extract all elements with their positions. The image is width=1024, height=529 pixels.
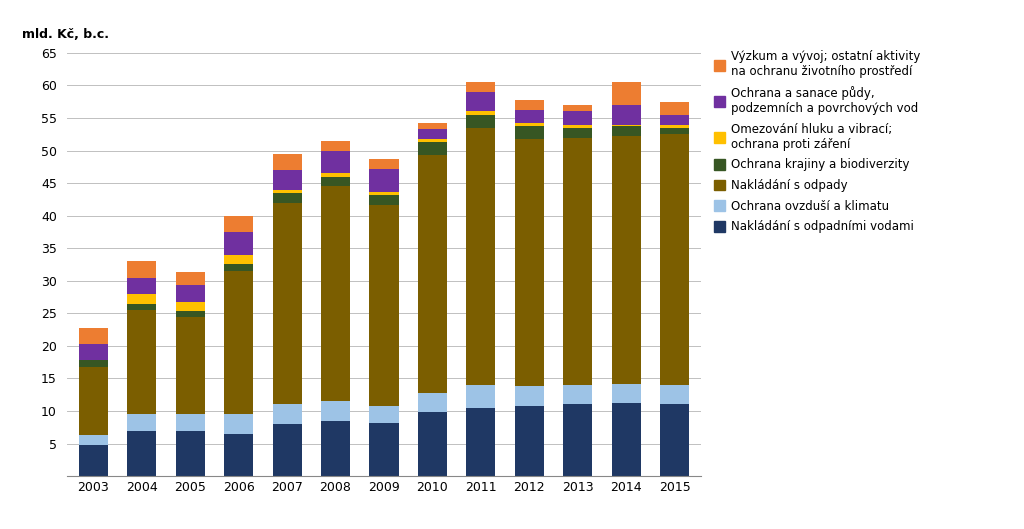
Bar — [175, 312, 205, 316]
Bar — [321, 151, 350, 174]
Bar — [175, 285, 205, 302]
Bar — [515, 110, 544, 123]
Bar — [224, 232, 253, 255]
Bar — [224, 434, 253, 476]
Bar — [127, 431, 157, 476]
Bar — [611, 105, 641, 124]
Bar — [660, 134, 689, 385]
Bar — [370, 191, 398, 195]
Bar — [127, 310, 157, 414]
Bar — [466, 385, 496, 408]
Bar — [224, 255, 253, 264]
Bar — [370, 159, 398, 169]
Bar — [224, 216, 253, 232]
Bar — [466, 128, 496, 385]
Bar — [175, 414, 205, 431]
Bar — [321, 401, 350, 421]
Bar — [466, 92, 496, 112]
Bar — [272, 154, 302, 170]
Bar — [611, 126, 641, 136]
Bar — [611, 403, 641, 476]
Bar — [79, 435, 108, 445]
Bar — [321, 141, 350, 151]
Bar — [127, 294, 157, 304]
Bar — [466, 112, 496, 115]
Bar — [370, 205, 398, 406]
Bar — [224, 264, 253, 271]
Bar — [611, 136, 641, 384]
Bar — [272, 170, 302, 189]
Bar — [418, 129, 447, 139]
Bar — [660, 102, 689, 115]
Bar — [660, 128, 689, 134]
Bar — [660, 124, 689, 128]
Bar — [272, 203, 302, 405]
Bar — [515, 139, 544, 386]
Bar — [563, 405, 593, 476]
Bar — [175, 272, 205, 285]
Bar — [563, 128, 593, 138]
Bar — [321, 174, 350, 177]
Bar — [418, 142, 447, 155]
Bar — [515, 100, 544, 110]
Bar — [611, 82, 641, 105]
Text: mld. Kč, b.c.: mld. Kč, b.c. — [23, 28, 110, 41]
Bar — [418, 155, 447, 393]
Bar — [175, 316, 205, 414]
Bar — [466, 408, 496, 476]
Bar — [370, 406, 398, 423]
Bar — [272, 424, 302, 476]
Bar — [272, 189, 302, 193]
Bar — [79, 344, 108, 360]
Bar — [175, 431, 205, 476]
Bar — [224, 414, 253, 434]
Bar — [418, 139, 447, 142]
Bar — [466, 82, 496, 92]
Bar — [79, 327, 108, 344]
Bar — [515, 406, 544, 476]
Bar — [660, 405, 689, 476]
Bar — [418, 393, 447, 412]
Bar — [370, 423, 398, 476]
Bar — [321, 421, 350, 476]
Bar — [370, 169, 398, 191]
Bar — [224, 271, 253, 414]
Bar — [563, 105, 593, 112]
Bar — [321, 177, 350, 186]
Bar — [515, 386, 544, 406]
Bar — [370, 195, 398, 205]
Bar — [611, 124, 641, 126]
Bar — [272, 193, 302, 203]
Legend: Výzkum a vývoj; ostatní aktivity
na ochranu životního prostředí, Ochrana a sanac: Výzkum a vývoj; ostatní aktivity na ochr… — [714, 50, 921, 233]
Bar — [418, 123, 447, 129]
Bar — [79, 445, 108, 476]
Bar — [563, 112, 593, 124]
Bar — [272, 405, 302, 424]
Bar — [515, 126, 544, 139]
Bar — [418, 412, 447, 476]
Bar — [563, 385, 593, 405]
Bar — [127, 414, 157, 431]
Bar — [321, 186, 350, 401]
Bar — [660, 115, 689, 124]
Bar — [563, 138, 593, 385]
Bar — [660, 385, 689, 405]
Bar — [127, 261, 157, 278]
Bar — [175, 302, 205, 312]
Bar — [466, 115, 496, 128]
Bar — [127, 304, 157, 310]
Bar — [79, 360, 108, 367]
Bar — [611, 384, 641, 403]
Bar — [127, 278, 157, 294]
Bar — [515, 123, 544, 126]
Bar — [563, 124, 593, 128]
Bar — [79, 367, 108, 435]
